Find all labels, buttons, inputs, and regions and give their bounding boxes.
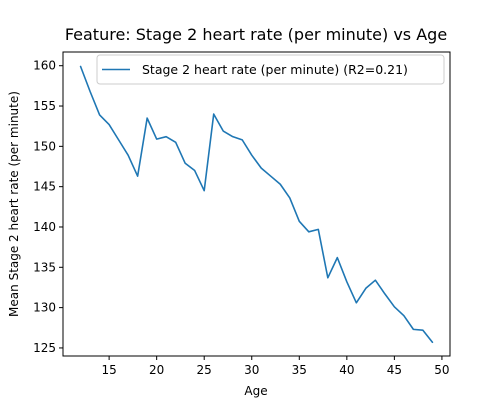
series-group (79, 65, 434, 344)
chart-title: Feature: Stage 2 heart rate (per minute)… (65, 25, 447, 44)
x-tick-label: 50 (434, 363, 449, 377)
y-tick-label: 140 (33, 220, 56, 234)
y-axis: 125 130 135 140 145 150 155 160 (33, 59, 63, 355)
y-tick-label: 160 (33, 59, 56, 73)
y-tick-label: 125 (33, 341, 56, 355)
y-tick-label: 155 (33, 99, 56, 113)
series-line-0 (79, 65, 434, 344)
x-tick-label: 40 (339, 363, 354, 377)
legend-box (96, 54, 445, 85)
y-tick-label: 135 (33, 260, 56, 274)
x-axis: 15 20 25 30 35 40 45 50 (101, 356, 450, 377)
legend: Stage 2 heart rate (per minute) (R2=0.21… (96, 54, 445, 85)
x-tick-label: 45 (387, 363, 402, 377)
y-tick-label: 150 (33, 139, 56, 153)
y-axis-label: Mean Stage 2 heart rate (per minute) (7, 91, 21, 317)
y-tick-label: 130 (33, 301, 56, 315)
x-tick-label: 30 (244, 363, 259, 377)
x-tick-label: 20 (149, 363, 164, 377)
legend-entry: Stage 2 heart rate (per minute) (R2=0.21… (142, 62, 408, 77)
plot-frame (62, 51, 451, 357)
plot-area (62, 51, 451, 357)
x-tick-label: 15 (101, 363, 116, 377)
x-axis-label: Age (244, 384, 267, 398)
x-tick-label: 35 (292, 363, 307, 377)
y-tick-label: 145 (33, 180, 56, 194)
x-tick-label: 25 (197, 363, 212, 377)
